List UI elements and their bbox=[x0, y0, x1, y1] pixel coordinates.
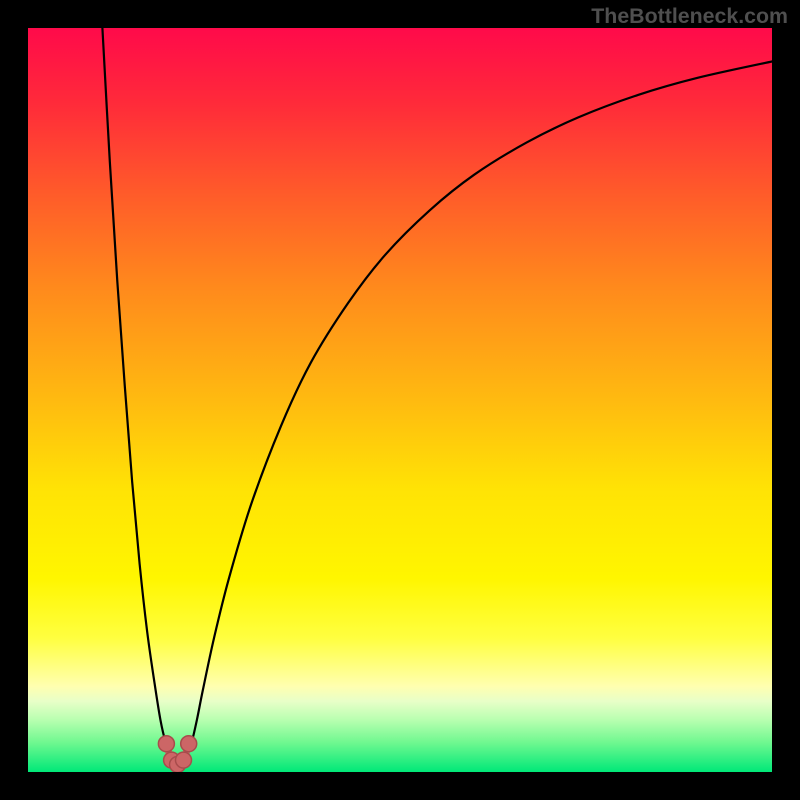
chart-frame: TheBottleneck.com bbox=[0, 0, 800, 800]
curve-left-branch bbox=[102, 28, 169, 750]
plot-area bbox=[28, 28, 772, 772]
dip-marker bbox=[175, 752, 191, 768]
dip-marker bbox=[181, 736, 197, 752]
bottleneck-curve bbox=[28, 28, 772, 772]
dip-markers bbox=[158, 736, 196, 772]
curve-right-branch bbox=[188, 61, 772, 749]
dip-marker bbox=[158, 736, 174, 752]
watermark-text: TheBottleneck.com bbox=[591, 4, 788, 29]
